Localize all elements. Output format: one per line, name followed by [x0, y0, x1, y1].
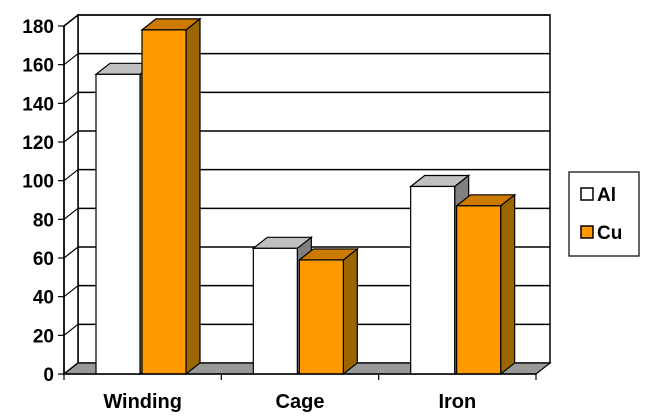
bar-cu-cage [297, 247, 360, 376]
x-axis-labels: Winding Cage Iron [103, 391, 476, 413]
y-tick-label: 0 [43, 365, 54, 386]
legend: Al Cu [568, 171, 640, 257]
x-tick-label: Iron [438, 391, 476, 413]
gridline-side [63, 207, 79, 220]
y-tick-label: 140 [22, 94, 54, 115]
y-tick-label: 40 [33, 288, 54, 309]
gridline-side [63, 246, 79, 259]
bar-front [410, 185, 456, 375]
bar-front [456, 205, 502, 375]
bar-front [252, 247, 298, 375]
y-tick-label: 60 [33, 249, 54, 270]
legend-swatch-al [580, 187, 594, 201]
y-tick-label: 120 [22, 133, 54, 154]
bar-cu-iron [454, 193, 517, 376]
x-tick-label: Winding [103, 391, 182, 413]
y-axis-ticks: 0 20 40 60 80 100 120 140 160 180 [22, 17, 64, 386]
legend-box [568, 171, 640, 257]
y-tick-label: 180 [22, 17, 54, 38]
bar-side [500, 193, 516, 376]
y-tick-label: 160 [22, 56, 54, 77]
gridline-side [63, 91, 79, 104]
bar-front [95, 73, 141, 375]
legend-label-al: Al [597, 185, 616, 206]
legend-label-cu: Cu [597, 223, 622, 244]
bar-side [185, 17, 201, 376]
x-tick-label: Cage [276, 391, 325, 413]
gridline-side [63, 130, 79, 143]
bar-cu-winding [140, 17, 202, 376]
gridline-side [63, 323, 79, 336]
y-tick-label: 20 [33, 326, 54, 347]
bar-front [141, 29, 187, 375]
axes [63, 26, 537, 380]
bar-side [342, 247, 358, 376]
y-tick-label: 100 [22, 172, 54, 193]
bar-front [298, 259, 344, 375]
gridline-side [63, 53, 79, 66]
gridline-side [63, 14, 79, 27]
side-wall [63, 13, 79, 376]
y-tick-label: 80 [33, 210, 54, 231]
bars [94, 17, 517, 376]
gridline-side [63, 169, 79, 182]
legend-swatch-cu [580, 225, 594, 239]
gridline-side [63, 285, 79, 298]
